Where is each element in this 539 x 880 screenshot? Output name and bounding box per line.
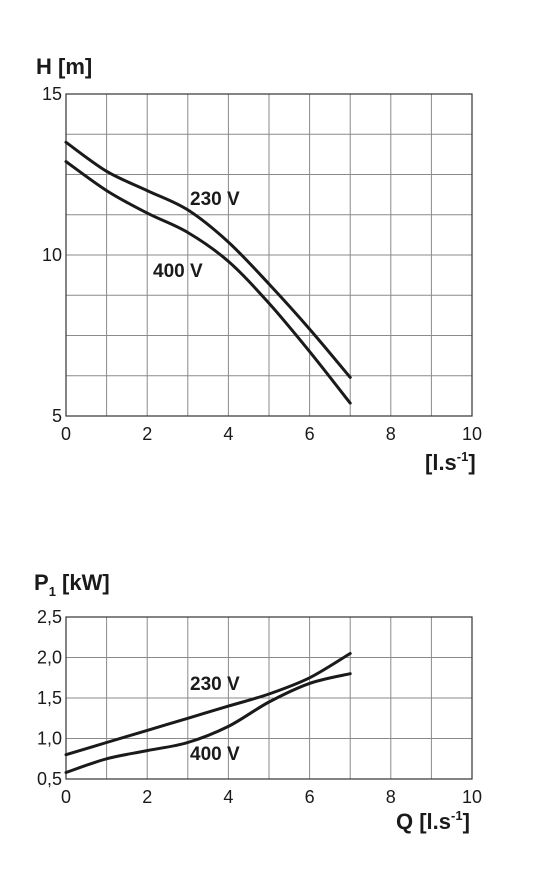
head-chart-series-230v-line: [64, 140, 352, 379]
power-chart-label-400v: 400 V: [190, 744, 240, 765]
power-chart-x-tick-label: 6: [305, 787, 315, 807]
head-chart-y-tick-label: 5: [52, 406, 62, 426]
power-chart-y-tick-label: 1,0: [37, 729, 62, 749]
power-chart-x-tick-label: 4: [223, 787, 233, 807]
head-chart-x-axis-title: [l.s-1]: [425, 449, 476, 475]
head-chart-x-tick-label: 8: [386, 424, 396, 444]
head-chart-x-tick-label: 6: [305, 424, 315, 444]
power-chart-series-230v-line: [64, 652, 352, 757]
power-chart-title: P1 [kW]: [34, 570, 110, 599]
head-chart-ticks: 0 2 4 6 8 10 5 10 15: [42, 84, 482, 444]
head-chart-frame: [65, 93, 473, 417]
power-chart-ticks: 0 2 4 6 8 10 0,5 1,0 1,5 2,0 2,5: [37, 607, 482, 807]
power-chart-y-tick-label: 1,5: [37, 688, 62, 708]
power-chart-y-tick-label: 0,5: [37, 769, 62, 789]
power-chart: P1 [kW] 0 2 4 6 8 10 0,5 1,0 1,5 2,0 2,5 230 V 400…: [34, 570, 482, 834]
power-chart-curves: [64, 652, 352, 774]
head-chart: H [m] 0 2 4 6 8 10 5 10 15 230 V 400 V [l.s-1]: [36, 54, 482, 475]
head-chart-label-400v: 400 V: [153, 261, 203, 282]
power-chart-x-tick-label: 10: [462, 787, 482, 807]
power-chart-y-tick-label: 2,0: [37, 648, 62, 668]
power-chart-y-tick-label: 2,5: [37, 607, 62, 627]
head-chart-series-400v-line: [64, 160, 352, 405]
head-chart-y-tick-label: 15: [42, 84, 62, 104]
power-chart-x-axis-title: Q [l.s-1]: [396, 808, 470, 834]
power-chart-x-tick-label: 2: [142, 787, 152, 807]
head-chart-title: H [m]: [36, 54, 92, 79]
power-chart-label-230v: 230 V: [190, 674, 240, 695]
power-chart-x-tick-label: 8: [386, 787, 396, 807]
head-chart-y-tick-label: 10: [42, 245, 62, 265]
head-chart-x-tick-label: 10: [462, 424, 482, 444]
head-chart-x-tick-label: 2: [142, 424, 152, 444]
power-chart-series-400v-line: [64, 672, 352, 774]
head-chart-x-tick-label: 0: [61, 424, 71, 444]
power-chart-x-tick-label: 0: [61, 787, 71, 807]
head-chart-grid: [66, 94, 472, 416]
power-chart-frame: [65, 616, 473, 780]
head-chart-curves: [64, 140, 352, 405]
head-chart-label-230v: 230 V: [190, 189, 240, 210]
head-chart-x-tick-label: 4: [223, 424, 233, 444]
